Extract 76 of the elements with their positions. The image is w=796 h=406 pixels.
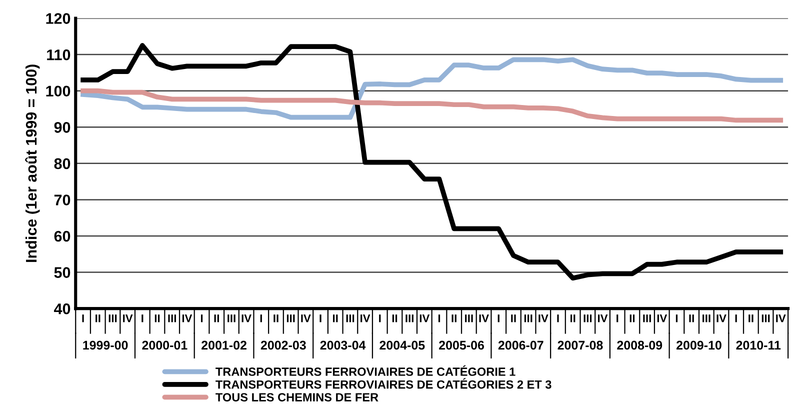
text: 2001-02 (202, 340, 246, 350)
text: 1999-00 (83, 340, 128, 350)
x-tick-label: IV (716, 314, 726, 322)
x-tick-label: IV (776, 314, 786, 322)
x-tick-label: II (689, 314, 694, 322)
text: 2003-04 (320, 340, 366, 350)
x-tick-label: III (286, 314, 295, 322)
text: 2005-06 (439, 340, 484, 350)
y-tick-label: 90 (54, 122, 70, 133)
x-tick-label: I (260, 314, 262, 322)
x-tick-label: III (168, 314, 176, 322)
x-tick-label: IV (242, 314, 252, 322)
x-tick-label: I (735, 314, 737, 322)
x-tick-label: III (702, 314, 710, 322)
line-series (80, 57, 784, 120)
x-tick-label: III (346, 314, 354, 322)
legend-label: TRANSPORTEURS FERROVIAIRES DE CATÉGORIES 2 ET 3 (216, 378, 552, 389)
x-tick-label: II (630, 314, 635, 322)
x-tick-label: I (438, 314, 440, 322)
x-tick-label: II (748, 314, 754, 322)
x-tick-label: I (676, 314, 678, 322)
x-tick-label: III (406, 314, 414, 322)
x-tick-label: I (379, 314, 381, 322)
text: 2010-11 (736, 340, 781, 350)
x-tick-label: I (616, 314, 618, 322)
x-tick-label: IV (123, 314, 133, 322)
x-tick-label: IV (182, 314, 192, 322)
x-tick-label: I (142, 314, 144, 322)
x-tick-label: III (228, 314, 236, 322)
y-axis-title: Indice (1er août 1999 = 100) (25, 64, 40, 262)
text: 2008-09 (617, 340, 662, 350)
x-tick-label: I (320, 314, 322, 322)
x-tick-label: II (274, 314, 278, 322)
y-tick-label: 50 (54, 267, 70, 278)
x-tick-label: IV (360, 314, 370, 322)
legend-label: TOUS LES CHEMINS DE FER (216, 393, 378, 402)
x-tick-label: IV (301, 314, 311, 322)
y-tick-label: 100 (46, 86, 70, 97)
y-tick-label: 60 (54, 230, 70, 242)
x-tick-label: IV (657, 314, 668, 322)
legend-label: TRANSPORTEURS FERROVIAIRES DE CATÉGORIE 1 (216, 365, 516, 376)
text: 2006-07 (498, 340, 544, 350)
line-series (80, 88, 784, 123)
text: 2009-10 (676, 340, 722, 350)
x-tick-label: II (511, 314, 516, 322)
line-series (80, 43, 784, 281)
x-tick-label: I (200, 314, 203, 322)
x-tick-label: III (643, 314, 651, 322)
y-tick-label: 110 (47, 49, 70, 60)
x-tick-label: I (557, 314, 559, 322)
y-tick-label: 80 (54, 158, 70, 170)
x-tick-label: IV (479, 314, 489, 322)
y-tick-label: 120 (46, 13, 70, 24)
x-tick-label: II (333, 314, 338, 322)
x-tick-label: I (498, 314, 500, 322)
x-tick-label: IV (420, 314, 430, 322)
x-tick-label: III (524, 314, 532, 322)
y-tick-label: 40 (54, 303, 70, 314)
x-tick-label: III (584, 314, 592, 322)
x-tick-label: II (570, 314, 576, 322)
x-tick-label: II (392, 314, 398, 322)
x-tick-label: IV (598, 314, 608, 322)
x-tick-label: II (214, 314, 219, 322)
x-tick-label: II (96, 314, 100, 322)
text: 2004-05 (380, 340, 425, 350)
x-tick-label: II (452, 314, 456, 322)
text: 2007-08 (558, 340, 603, 350)
text: 2002-03 (260, 340, 306, 350)
x-tick-label: III (465, 314, 473, 322)
y-tick-label: 70 (54, 194, 70, 206)
x-tick-label: III (108, 314, 117, 322)
x-tick-label: III (762, 314, 770, 322)
x-tick-label: II (154, 314, 160, 322)
x-tick-label: IV (538, 314, 548, 322)
x-tick-label: I (82, 314, 84, 322)
text: 2000-01 (142, 340, 188, 350)
